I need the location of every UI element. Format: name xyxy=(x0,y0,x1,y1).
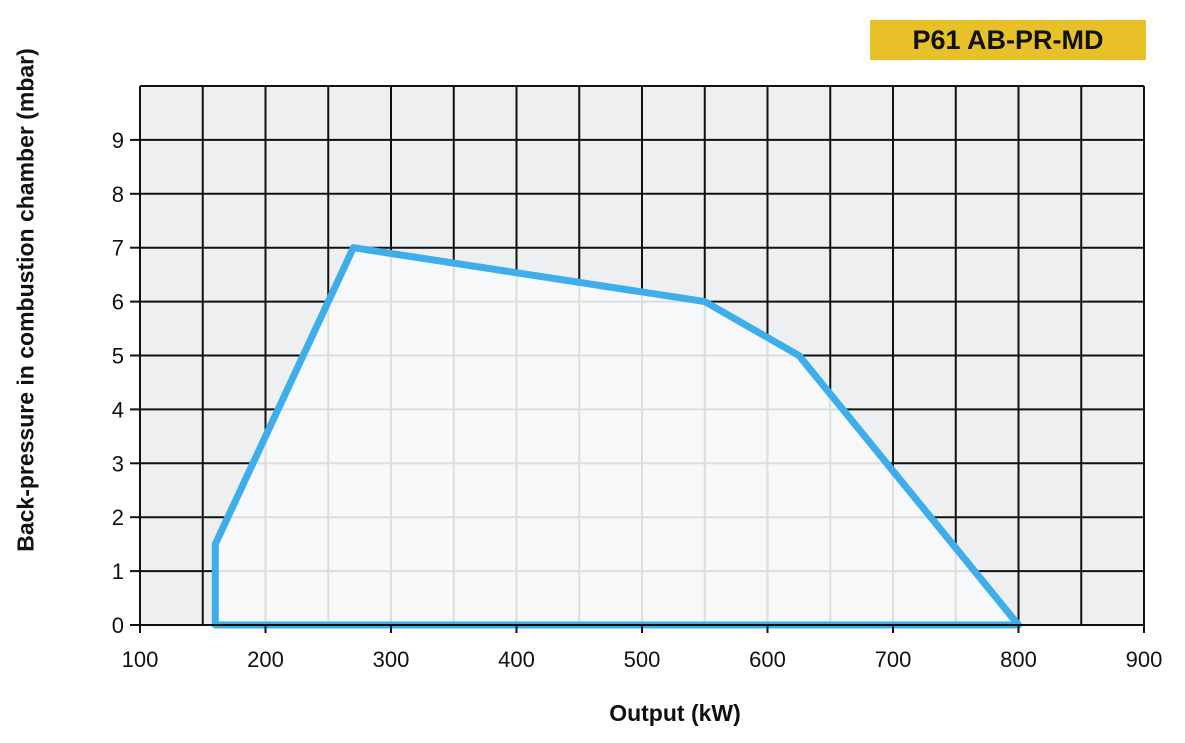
x-tick-label: 100 xyxy=(122,647,159,672)
y-tick-label: 3 xyxy=(112,451,124,476)
x-tick-label: 500 xyxy=(624,647,661,672)
x-tick-labels: 100 200 300 400 500 600 700 800 900 xyxy=(122,625,1163,672)
y-tick-label: 9 xyxy=(112,128,124,153)
y-tick-label: 0 xyxy=(112,613,124,638)
y-tick-label: 1 xyxy=(112,559,124,584)
y-axis-label: Back-pressure in combustion chamber (mba… xyxy=(12,48,39,552)
y-tick-labels: 0 1 2 3 4 5 6 7 8 9 xyxy=(112,128,140,638)
x-axis-label: Output (kW) xyxy=(609,700,741,726)
y-tick-label: 2 xyxy=(112,505,124,530)
x-tick-label: 300 xyxy=(373,647,410,672)
y-tick-label: 7 xyxy=(112,236,124,261)
y-tick-label: 6 xyxy=(112,290,124,315)
model-badge: P61 AB-PR-MD xyxy=(870,20,1146,60)
x-tick-label: 600 xyxy=(749,647,786,672)
y-tick-label: 5 xyxy=(112,344,124,369)
x-tick-label: 400 xyxy=(498,647,535,672)
x-tick-label: 800 xyxy=(1000,647,1037,672)
y-tick-label: 4 xyxy=(112,397,124,422)
x-tick-label: 900 xyxy=(1126,647,1163,672)
y-tick-label: 8 xyxy=(112,182,124,207)
x-tick-label: 200 xyxy=(247,647,284,672)
x-tick-label: 700 xyxy=(875,647,912,672)
